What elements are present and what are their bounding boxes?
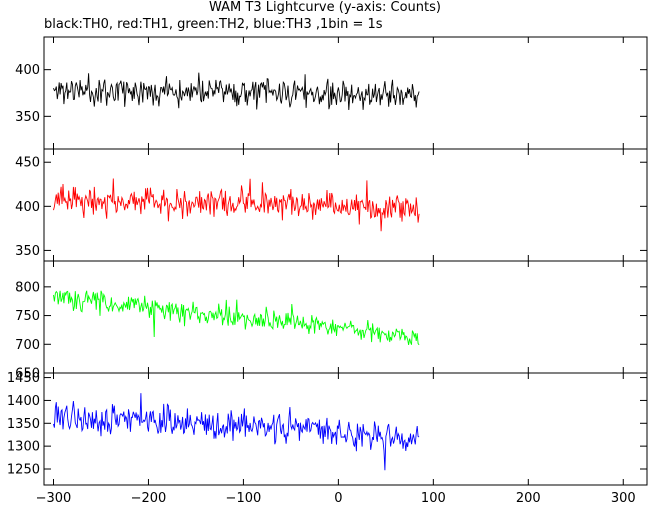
y-tick-label: 1250 — [7, 463, 40, 478]
x-tick-label: −300 — [36, 491, 72, 505]
panel-th2: 650 700 750 800 — [15, 260, 648, 382]
y-tick-label: 450 — [15, 156, 40, 171]
y-tick-label: 800 — [15, 280, 40, 295]
panel-frame — [43, 372, 648, 486]
chart-subtitle: black:TH0, red:TH1, green:TH2, blue:TH3 … — [44, 17, 383, 32]
x-tick-label: 100 — [421, 491, 446, 505]
x-tick-label: −200 — [131, 491, 167, 505]
panel-frame — [43, 148, 648, 262]
series-th3 — [53, 393, 420, 471]
panel-frame — [43, 260, 648, 374]
panel-th0: 350 400 — [15, 36, 648, 150]
y-tick-label: 400 — [15, 63, 40, 78]
y-tick-label: 400 — [15, 200, 40, 215]
y-tick-label: 1450 — [7, 371, 40, 386]
y-tick-label: 1350 — [7, 417, 40, 432]
y-tick-label: 750 — [15, 309, 40, 324]
y-tick-label: 700 — [15, 338, 40, 353]
series-th1 — [53, 178, 420, 232]
series-th0 — [53, 72, 420, 111]
y-tick-label: 1400 — [7, 394, 40, 409]
series-th2 — [53, 290, 420, 346]
y-tick-label: 350 — [15, 110, 40, 125]
y-tick-label: 1300 — [7, 440, 40, 455]
x-tick-label: −100 — [226, 491, 262, 505]
chart-title: WAM T3 Lightcurve (y-axis: Counts) — [209, 0, 441, 15]
x-tick-label: 0 — [334, 491, 342, 505]
x-tick-label: 200 — [516, 491, 541, 505]
panel-th3: 1250 1300 1350 1400 1450 — [7, 371, 648, 486]
panel-th1: 350 400 450 — [15, 148, 648, 262]
y-tick-label: 350 — [15, 244, 40, 259]
y-tick-label: 650 — [15, 367, 40, 382]
x-tick-label: 300 — [611, 491, 636, 505]
